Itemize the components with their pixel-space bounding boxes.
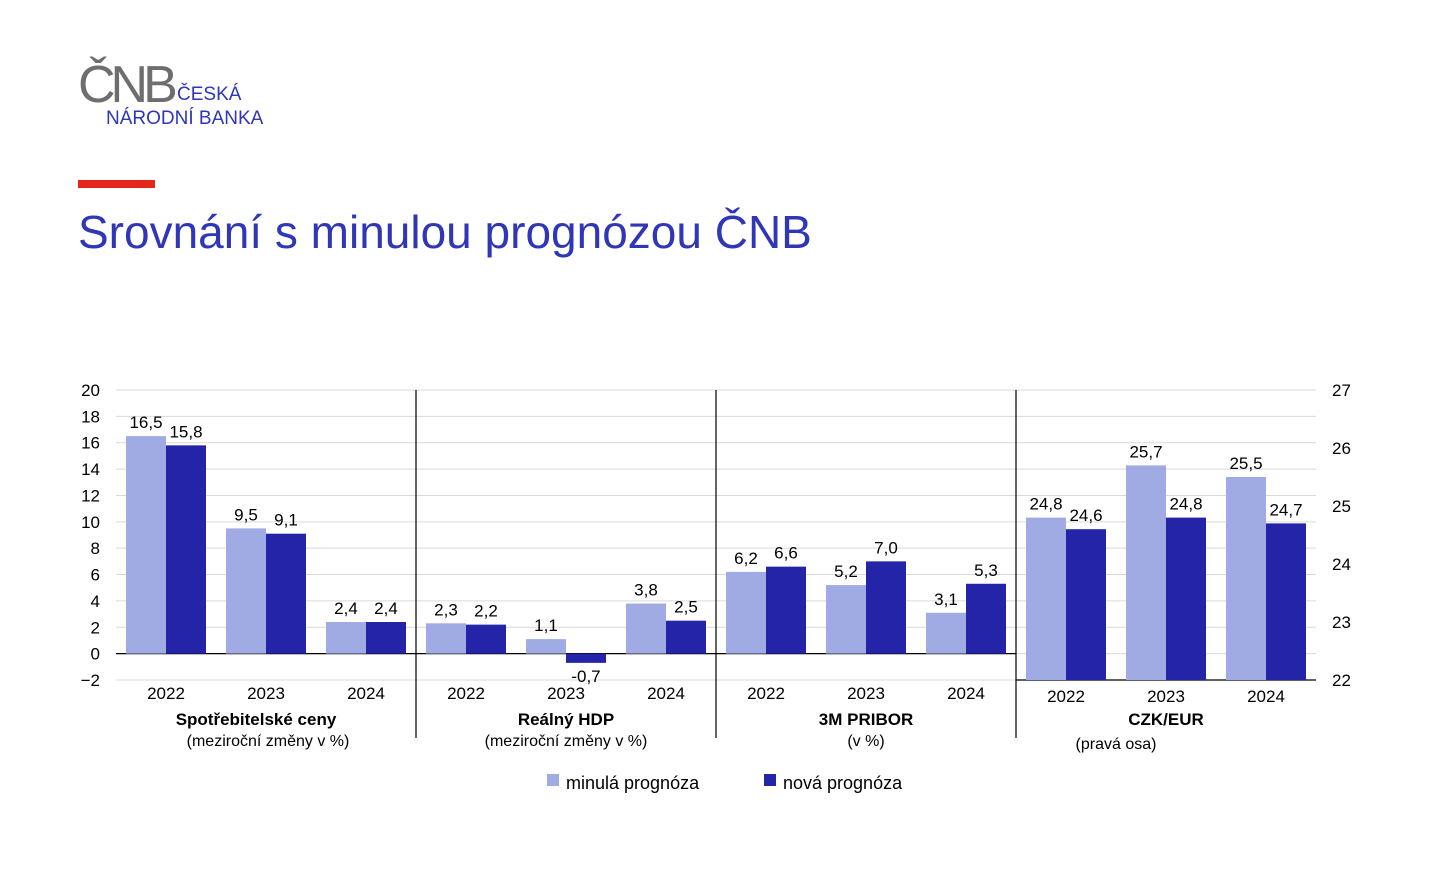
- legend-label-nova: nová prognóza: [783, 773, 903, 793]
- data-label: 3,8: [634, 581, 658, 600]
- bar-minula-spot-ebitelsk-ceny-2024: [326, 622, 366, 654]
- category-label: 2023: [1147, 687, 1185, 706]
- bar-nova-re-ln-hdp-2022: [466, 624, 506, 654]
- bar-nova-re-ln-hdp-2024: [666, 620, 706, 654]
- cnb-logo-text-line1: ČESKÁ: [177, 84, 242, 105]
- category-label: 2024: [347, 684, 385, 703]
- data-label: 25,5: [1229, 454, 1262, 473]
- bar-minula-czk-eur-2022: [1026, 517, 1066, 680]
- page-title: Srovnání s minulou prognózou ČNB: [78, 206, 812, 258]
- bar-nova-spot-ebitelsk-ceny-2022: [166, 445, 206, 654]
- left-axis-tick-label: 2: [91, 618, 100, 637]
- bar-nova-3m-pribor-2022: [766, 566, 806, 654]
- category-label: 2024: [647, 684, 685, 703]
- group-subtitle: (v %): [847, 733, 884, 750]
- right-axis-tick-label: 27: [1332, 381, 1351, 400]
- data-label: 7,0: [874, 538, 898, 557]
- bar-minula-3m-pribor-2024: [926, 612, 966, 654]
- bar-minula-re-ln-hdp-2024: [626, 603, 666, 654]
- left-axis-tick-label: 0: [91, 645, 100, 664]
- category-label: 2023: [847, 684, 885, 703]
- right-axis-tick-label: 25: [1332, 497, 1351, 516]
- category-label: 2023: [247, 684, 285, 703]
- left-axis-tick-label: 12: [81, 486, 100, 505]
- data-label: 9,1: [274, 511, 298, 530]
- category-label: 2022: [1047, 687, 1085, 706]
- cnb-logo: ČNB ČESKÁ NÁRODNÍ BANKA: [78, 55, 288, 135]
- bar-nova-re-ln-hdp-2023: [566, 653, 606, 663]
- right-axis-tick-label: 26: [1332, 439, 1351, 458]
- data-label: 16,5: [129, 413, 162, 432]
- data-label: 9,5: [234, 505, 258, 524]
- category-label: 2022: [147, 684, 185, 703]
- bar-minula-re-ln-hdp-2022: [426, 623, 466, 654]
- category-label: 2022: [447, 684, 485, 703]
- title-accent-rule: [78, 180, 155, 188]
- bar-minula-re-ln-hdp-2023: [526, 639, 566, 654]
- left-axis-tick-label: 18: [81, 407, 100, 426]
- right-axis-tick-label: 23: [1332, 613, 1351, 632]
- legend-swatch-nova: [764, 774, 776, 786]
- data-label: 24,7: [1269, 500, 1302, 519]
- left-axis-tick-label: 10: [81, 513, 100, 532]
- data-label: 25,7: [1129, 442, 1162, 461]
- bar-nova-3m-pribor-2024: [966, 583, 1006, 654]
- data-label: 15,8: [169, 422, 202, 441]
- data-label: 6,2: [734, 549, 758, 568]
- bar-nova-spot-ebitelsk-ceny-2023: [266, 533, 306, 654]
- category-label: 2023: [547, 684, 585, 703]
- left-axis-tick-label: 6: [91, 566, 100, 585]
- category-label: 2024: [947, 684, 985, 703]
- group-subtitle: (meziroční změny v %): [187, 733, 350, 750]
- left-axis-tick-label: 4: [91, 592, 100, 611]
- group-subtitle: (meziroční změny v %): [485, 733, 648, 750]
- left-axis-tick-label: 20: [81, 381, 100, 400]
- bar-nova-czk-eur-2022: [1066, 529, 1106, 680]
- data-label: 2,2: [474, 602, 498, 621]
- data-label: 24,6: [1069, 506, 1102, 525]
- category-label: 2022: [747, 684, 785, 703]
- data-label: 5,2: [834, 562, 858, 581]
- bar-minula-czk-eur-2023: [1126, 465, 1166, 680]
- left-axis-tick-label: 8: [91, 539, 100, 558]
- group-title: Spotřebitelské ceny: [176, 710, 337, 729]
- category-label: 2024: [1247, 687, 1285, 706]
- data-label: 3,1: [934, 590, 958, 609]
- bar-nova-3m-pribor-2023: [866, 561, 906, 654]
- bar-nova-czk-eur-2023: [1166, 517, 1206, 680]
- right-axis-tick-label: 22: [1332, 671, 1351, 690]
- bar-nova-czk-eur-2024: [1266, 523, 1306, 680]
- left-axis-tick-label: −2: [81, 671, 100, 690]
- group-title: 3M PRIBOR: [819, 710, 913, 729]
- legend-swatch-minula: [547, 774, 559, 786]
- data-label: 1,1: [534, 616, 558, 635]
- group-subtitle: (pravá osa): [1076, 736, 1157, 753]
- data-label: 24,8: [1169, 495, 1202, 514]
- data-label: -0,7: [571, 667, 600, 686]
- data-label: 2,3: [434, 600, 458, 619]
- bar-minula-spot-ebitelsk-ceny-2023: [226, 528, 266, 654]
- cnb-logo-text-line2: NÁRODNÍ BANKA: [106, 108, 264, 129]
- data-label: 2,4: [334, 599, 358, 618]
- bar-minula-spot-ebitelsk-ceny-2022: [126, 436, 166, 654]
- bar-minula-3m-pribor-2022: [726, 571, 766, 654]
- bar-nova-spot-ebitelsk-ceny-2024: [366, 622, 406, 654]
- left-axis-tick-label: 14: [81, 460, 100, 479]
- left-axis-tick-label: 16: [81, 434, 100, 453]
- legend-label-minula: minulá prognóza: [566, 773, 700, 793]
- cnb-logo-mark: ČNB: [78, 56, 178, 114]
- data-label: 6,6: [774, 544, 798, 563]
- data-label: 24,8: [1029, 495, 1062, 514]
- group-title: Reálný HDP: [518, 710, 614, 729]
- bar-minula-czk-eur-2024: [1226, 477, 1266, 680]
- right-axis-tick-label: 24: [1332, 555, 1351, 574]
- bar-minula-3m-pribor-2023: [826, 585, 866, 654]
- data-label: 5,3: [974, 561, 998, 580]
- data-label: 2,4: [374, 599, 398, 618]
- group-title: CZK/EUR: [1128, 710, 1204, 729]
- data-label: 2,5: [674, 598, 698, 617]
